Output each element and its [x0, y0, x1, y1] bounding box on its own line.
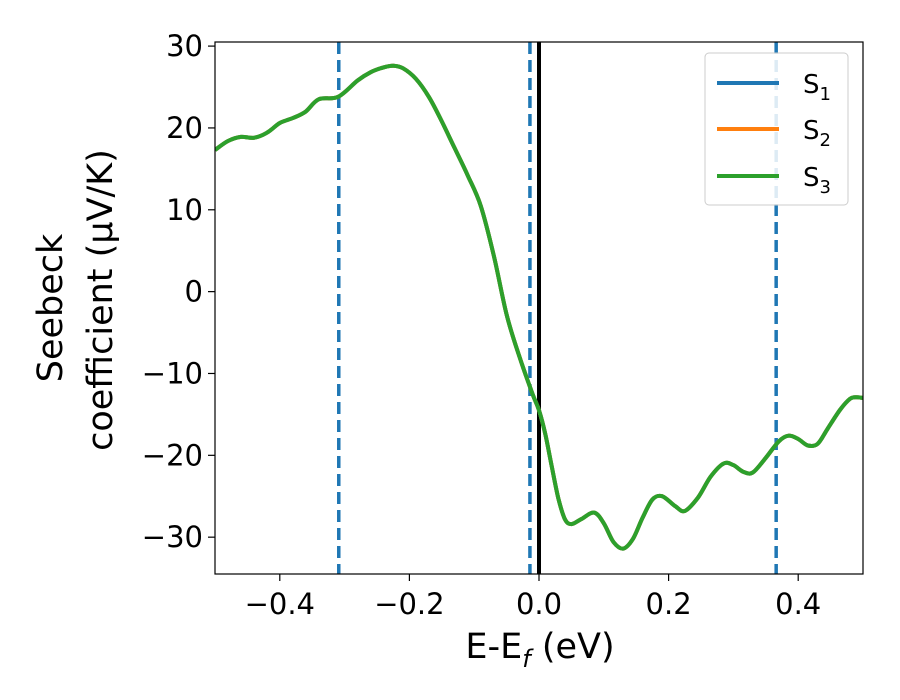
- x-tick-label: 0.0: [516, 587, 562, 621]
- legend-label-s2: S2: [803, 116, 831, 151]
- y-tick-label: −30: [142, 520, 203, 554]
- series-curves: [215, 63, 863, 551]
- x-tick-label: −0.2: [374, 587, 444, 621]
- y-tick-label: 0: [185, 275, 203, 309]
- y-axis-label-line1: Seebeck: [31, 233, 71, 382]
- y-tick-label: −10: [142, 356, 203, 390]
- legend-label-s3: S3: [803, 163, 831, 198]
- legend: S1 S2 S3: [704, 52, 849, 206]
- y-axis-label-line2: coefficient (μV/K): [81, 149, 121, 451]
- y-tick-label: 10: [166, 193, 203, 227]
- x-tick-label: 0.2: [646, 587, 692, 621]
- x-tick-label: −0.4: [245, 587, 315, 621]
- y-tick-label: −20: [142, 438, 203, 472]
- y-tick-label: 30: [166, 29, 203, 63]
- series-line-s3: [215, 63, 863, 551]
- legend-label-s1: S1: [803, 70, 831, 105]
- y-tick-label: 20: [166, 111, 203, 145]
- x-tick-label: 0.4: [775, 587, 821, 621]
- x-axis-label: E-Ef (eV): [465, 627, 614, 673]
- y-axis-ticks: −30 −20 −10 0 10 20 30: [142, 29, 215, 554]
- reference-lines: [337, 42, 778, 574]
- x-axis-ticks: −0.4 −0.2 0.0 0.2 0.4: [245, 574, 821, 621]
